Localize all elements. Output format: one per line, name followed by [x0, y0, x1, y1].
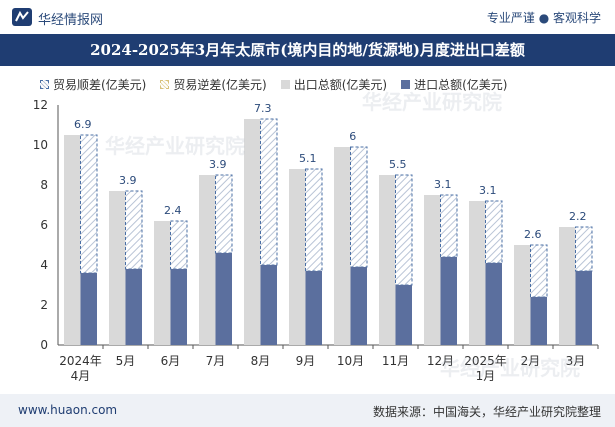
x-tick-label: 3月 — [566, 354, 586, 368]
legend: 贸易顺差(亿美元) 贸易逆差(亿美元) 出口总额(亿美元) 进口总额(亿美元) — [40, 75, 508, 93]
chart-title: 2024-2025年3月年太原市(境内目的地/货源地)月度进出口差额 — [90, 41, 525, 59]
legend-swatch-surplus — [40, 79, 49, 89]
website-link[interactable]: www.huaon.com — [18, 403, 118, 417]
surplus-bar — [350, 146, 368, 268]
x-tick-label: 2025年 — [464, 354, 507, 368]
x-tick-label: 5月 — [116, 354, 136, 368]
surplus-data-label: 2.2 — [569, 210, 587, 223]
import-bar — [215, 253, 232, 345]
surplus-bar — [530, 244, 548, 298]
y-tick-label: 10 — [33, 138, 48, 152]
legend-label-export: 出口总额(亿美元) — [293, 77, 388, 92]
import-bar — [530, 297, 547, 345]
surplus-data-label: 5.1 — [299, 152, 317, 165]
import-bar — [395, 285, 412, 345]
x-tick-label: 8月 — [251, 354, 271, 368]
import-bar — [485, 263, 502, 345]
import-bar — [440, 257, 457, 345]
surplus-bar — [575, 226, 593, 272]
slogan: 专业严谨 ● 客观科学 — [486, 11, 601, 25]
huajing-logo-icon — [12, 8, 32, 26]
legend-swatch-export — [280, 79, 290, 89]
y-tick-label: 0 — [40, 338, 48, 352]
legend-swatch-deficit — [160, 79, 170, 89]
x-tick-label: 9月 — [296, 354, 316, 368]
surplus-bar — [80, 134, 98, 274]
legend-label-surplus: 贸易顺差(亿美元) — [53, 77, 147, 92]
x-tick-label: 4月 — [71, 369, 91, 383]
surplus-data-label: 3.9 — [209, 158, 227, 171]
data-source: 数据来源：中国海关，华经产业研究院整理 — [372, 405, 601, 419]
title-bar: 2024-2025年3月年太原市(境内目的地/货源地)月度进出口差额 — [0, 34, 615, 66]
surplus-bar — [305, 168, 323, 272]
surplus-data-label: 3.1 — [434, 178, 452, 191]
surplus-data-label: 5.5 — [389, 158, 407, 171]
surplus-data-label: 6.9 — [74, 118, 92, 131]
x-tick-label: 2月 — [521, 354, 541, 368]
import-bar — [125, 269, 142, 345]
surplus-data-label: 2.6 — [524, 228, 542, 241]
surplus-bar — [170, 220, 188, 270]
x-tick-label: 1月 — [476, 369, 496, 383]
y-tick-label: 12 — [33, 98, 48, 112]
y-tick-label: 6 — [40, 218, 48, 232]
surplus-data-label: 3.1 — [479, 184, 497, 197]
x-tick-label: 11月 — [382, 354, 409, 368]
import-bar — [575, 271, 592, 345]
surplus-bar — [485, 200, 503, 264]
import-bar — [170, 269, 187, 345]
top-bar: 华经情报网 专业严谨 ● 客观科学 — [0, 0, 615, 34]
legend-label-deficit: 贸易逆差(亿美元) — [173, 77, 267, 92]
import-bar — [305, 271, 322, 345]
legend-item-export: 出口总额(亿美元) — [280, 75, 388, 93]
import-bar — [350, 267, 367, 345]
y-tick-label: 8 — [40, 178, 48, 192]
surplus-data-label: 3.9 — [119, 174, 137, 187]
footer: www.huaon.com 数据来源：中国海关，华经产业研究院整理 — [0, 394, 615, 427]
y-tick-label: 4 — [40, 258, 48, 272]
legend-item-surplus: 贸易顺差(亿美元) — [40, 75, 146, 93]
surplus-bar — [395, 174, 413, 286]
surplus-bar — [215, 174, 233, 254]
surplus-bar — [440, 194, 458, 258]
surplus-bar — [260, 118, 278, 266]
legend-item-deficit: 贸易逆差(亿美元) — [160, 75, 267, 93]
x-tick-label: 10月 — [337, 354, 364, 368]
x-tick-label: 6月 — [161, 354, 181, 368]
surplus-data-label: 7.3 — [254, 102, 272, 115]
surplus-data-label: 2.4 — [164, 204, 182, 217]
site-name: 华经情报网 — [38, 13, 104, 28]
import-bar — [260, 265, 277, 345]
x-tick-label: 12月 — [427, 354, 454, 368]
legend-item-import: 进口总额(亿美元) — [401, 75, 508, 93]
surplus-data-label: 6 — [349, 130, 356, 143]
import-bar — [80, 273, 97, 345]
legend-label-import: 进口总额(亿美元) — [414, 77, 508, 92]
legend-swatch-import — [401, 79, 411, 89]
x-tick-label: 2024年 — [59, 354, 102, 368]
x-tick-label: 7月 — [206, 354, 226, 368]
y-tick-label: 2 — [40, 298, 48, 312]
surplus-bar — [125, 190, 143, 270]
